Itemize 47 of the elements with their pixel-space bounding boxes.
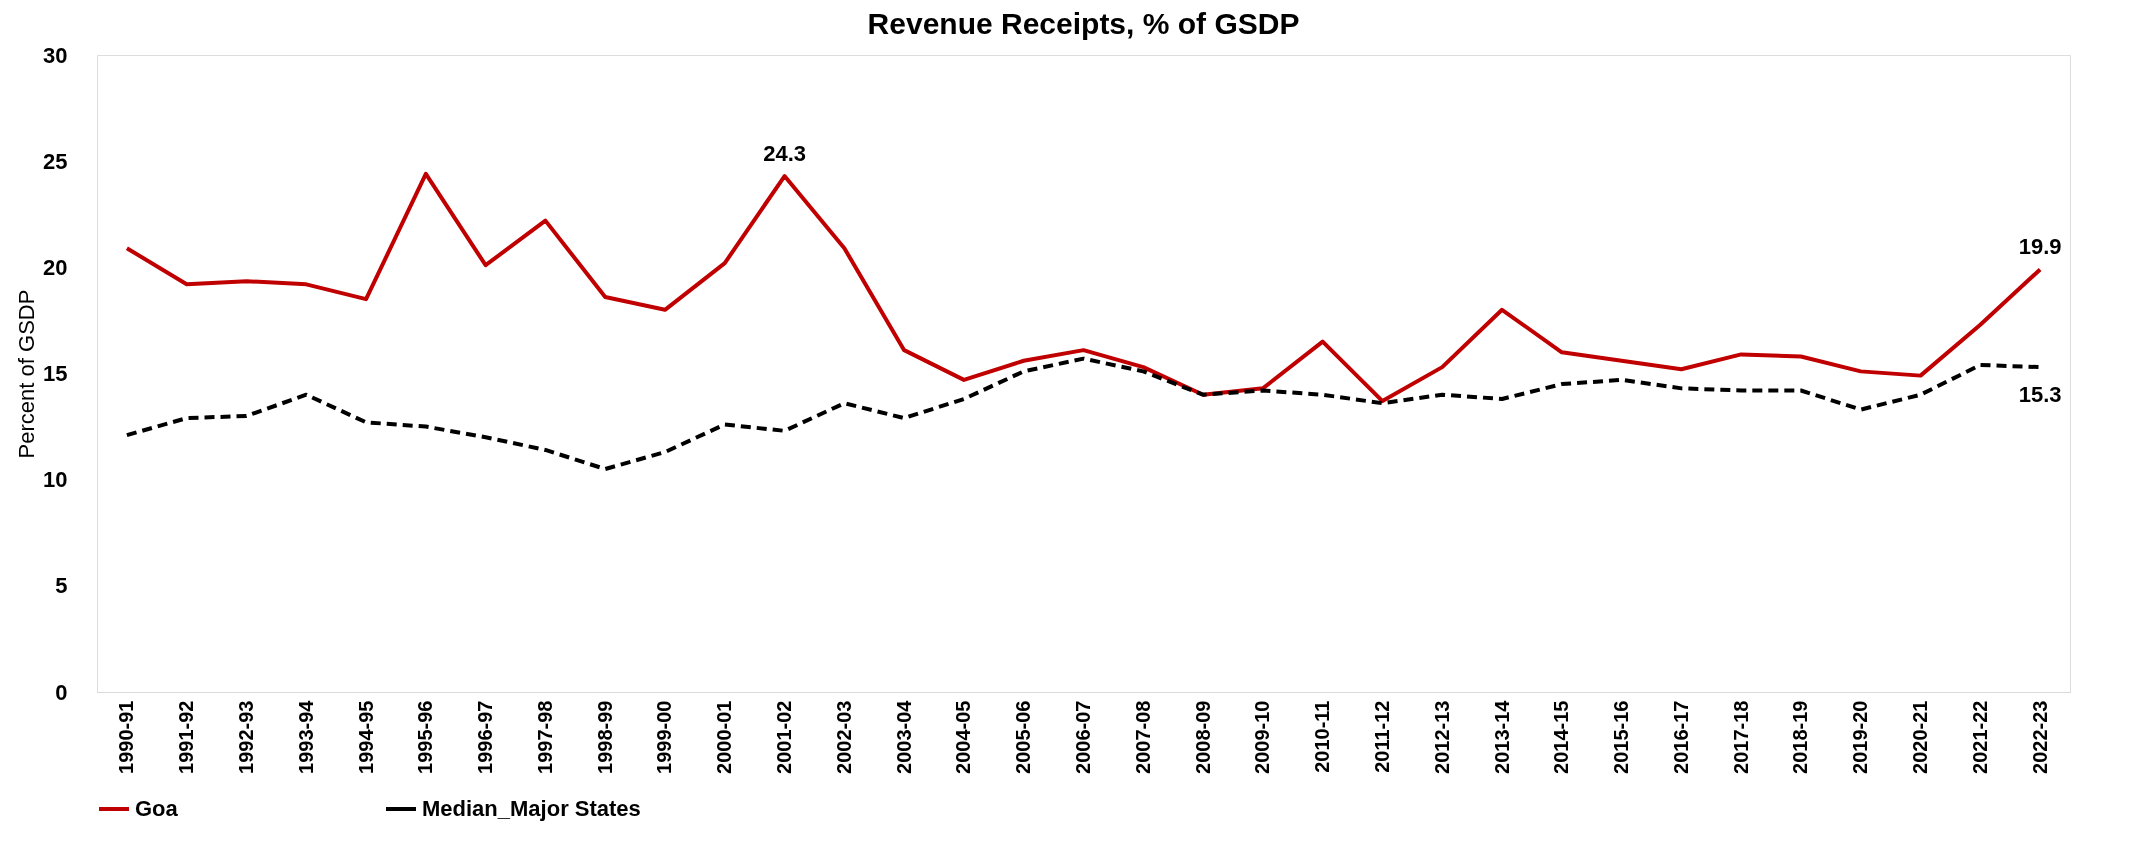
x-tick-label: 2000-01: [713, 700, 736, 774]
x-tick-label: 2022-23: [2028, 700, 2051, 774]
x-tick-label: 2020-21: [1909, 700, 1932, 774]
data-label: 19.9: [2018, 234, 2062, 260]
x-tick-label: 2018-19: [1789, 700, 1812, 774]
y-tick-label: 20: [43, 254, 68, 280]
x-tick-label: 2019-20: [1849, 700, 1872, 774]
x-tick-label: 1997-98: [533, 700, 556, 774]
y-tick-label: 15: [43, 361, 68, 386]
x-tick-label: 2007-08: [1131, 700, 1154, 774]
x-tick-label: 1998-99: [593, 700, 616, 774]
x-tick-label: 1992-93: [234, 700, 257, 774]
x-tick-label: 2003-04: [892, 699, 915, 774]
legend-label: Median_Major States: [422, 796, 641, 821]
y-axis-title: Percent of GSDP: [14, 289, 40, 459]
x-tick-label: 1999-00: [653, 700, 676, 774]
x-tick-label: 1990-91: [115, 700, 138, 774]
x-tick-label: 2010-11: [1311, 700, 1334, 773]
x-tick-label: 2006-07: [1072, 700, 1094, 774]
x-tick-label: 2015-16: [1610, 700, 1633, 774]
x-tick-label: 1994-95: [354, 700, 377, 774]
x-tick-label: 2005-06: [1012, 700, 1035, 774]
legend-label: Goa: [135, 796, 179, 821]
x-tick-label: 2013-14: [1490, 699, 1513, 774]
y-tick-label: 30: [43, 42, 68, 68]
chart-title: Revenue Receipts, % of GSDP: [867, 7, 1300, 40]
data-label: 15.3: [2018, 382, 2062, 408]
x-tick-label: 2001-02: [773, 700, 796, 774]
x-tick-label: 2011-12: [1370, 700, 1393, 773]
x-tick-label: 1993-94: [294, 699, 317, 774]
y-tick-label: 25: [43, 148, 68, 174]
x-tick-label: 2012-13: [1430, 700, 1453, 774]
x-tick-label: 2017-18: [1729, 700, 1752, 774]
y-tick-label: 5: [55, 573, 68, 599]
y-tick-label: 0: [55, 679, 68, 705]
data-label: 24.3: [763, 141, 806, 167]
x-tick-label: 2016-17: [1669, 700, 1692, 774]
x-tick-label: 2004-05: [952, 700, 975, 774]
x-tick-label: 1991-92: [175, 700, 198, 774]
x-tick-label: 2002-03: [832, 700, 855, 774]
x-tick-label: 2014-15: [1550, 700, 1573, 774]
x-tick-label: 2009-10: [1251, 700, 1274, 774]
x-tick-label: 1996-97: [474, 700, 497, 774]
x-tick-label: 2008-09: [1191, 700, 1214, 774]
x-tick-label: 1995-96: [414, 700, 437, 774]
x-tick-label: 2021-22: [1968, 700, 1991, 774]
y-tick-label: 10: [43, 467, 68, 493]
